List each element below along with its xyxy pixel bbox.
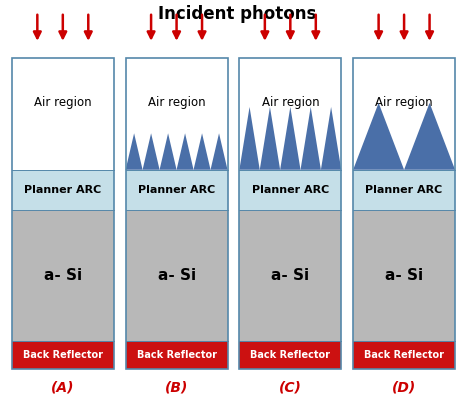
Text: Air region: Air region (262, 96, 319, 109)
Polygon shape (239, 107, 260, 170)
Polygon shape (176, 133, 193, 170)
Polygon shape (193, 133, 210, 170)
Bar (239, 341, 341, 369)
Text: Back Reflector: Back Reflector (250, 350, 330, 360)
Polygon shape (404, 103, 455, 170)
Bar (353, 58, 455, 170)
Polygon shape (301, 107, 321, 170)
Text: Air region: Air region (148, 96, 205, 109)
Text: Planner ARC: Planner ARC (365, 185, 443, 195)
Text: Incident photons: Incident photons (158, 5, 316, 23)
Polygon shape (321, 107, 341, 170)
Text: (B): (B) (165, 380, 188, 394)
Text: Planner ARC: Planner ARC (24, 185, 101, 195)
Text: (C): (C) (279, 380, 302, 394)
Bar (353, 58, 455, 369)
Bar (239, 170, 341, 210)
Polygon shape (260, 107, 280, 170)
Text: Air region: Air region (34, 96, 91, 109)
Bar (126, 341, 228, 369)
Polygon shape (126, 133, 143, 170)
Bar (126, 170, 228, 210)
Polygon shape (160, 133, 176, 170)
Bar (12, 170, 114, 210)
Bar (353, 210, 455, 341)
Polygon shape (210, 133, 228, 170)
Text: a- Si: a- Si (157, 268, 196, 283)
Polygon shape (143, 133, 160, 170)
Polygon shape (353, 103, 404, 170)
Text: Back Reflector: Back Reflector (364, 350, 444, 360)
Text: (A): (A) (51, 380, 74, 394)
Text: a- Si: a- Si (271, 268, 310, 283)
Bar (12, 210, 114, 341)
Bar (12, 341, 114, 369)
Bar (12, 58, 114, 170)
Text: (D): (D) (392, 380, 416, 394)
Bar (126, 58, 228, 170)
Text: Planner ARC: Planner ARC (252, 185, 329, 195)
Bar (12, 58, 114, 369)
Bar (353, 341, 455, 369)
Text: a- Si: a- Si (44, 268, 82, 283)
Bar (126, 210, 228, 341)
Bar (239, 210, 341, 341)
Text: Planner ARC: Planner ARC (138, 185, 215, 195)
Text: Back Reflector: Back Reflector (23, 350, 103, 360)
Bar (239, 58, 341, 170)
Polygon shape (280, 107, 301, 170)
Bar (239, 58, 341, 369)
Text: a- Si: a- Si (385, 268, 423, 283)
Text: Air region: Air region (375, 96, 433, 109)
Text: Back Reflector: Back Reflector (137, 350, 217, 360)
Bar (126, 58, 228, 369)
Bar (353, 170, 455, 210)
